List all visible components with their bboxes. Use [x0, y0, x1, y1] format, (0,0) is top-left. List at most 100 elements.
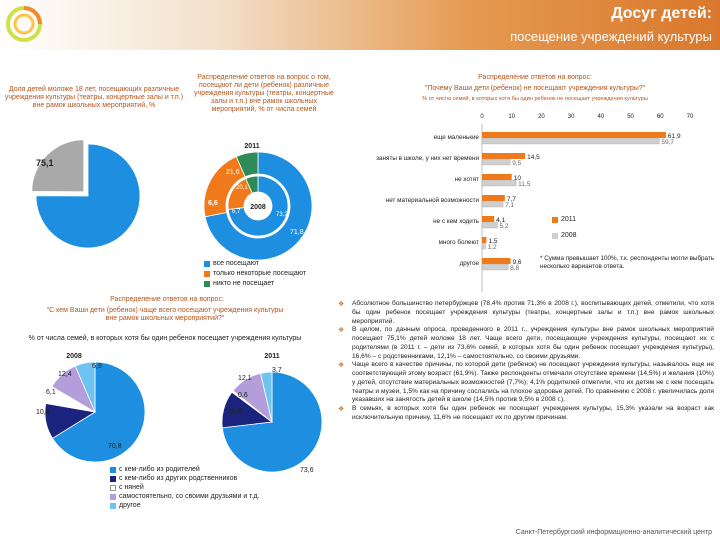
pie-title: 2008: [66, 353, 82, 360]
bar-data-label: 9,6: [513, 259, 522, 266]
bottom-legend-item: с кем-либо из родителей: [110, 466, 200, 473]
donut-legend-item: только некоторые посещают: [204, 270, 306, 277]
bar-2011: [482, 237, 487, 243]
chart-footnote: * Сумма превышает 100%, т.к. респонденты…: [540, 255, 715, 270]
bar-2008: [481, 200, 504, 208]
legend-swatch-icon: [552, 216, 558, 223]
bar-data-label: 61,9: [668, 133, 681, 140]
bar-2011: [482, 132, 666, 138]
bar-category-label: нет материальной возможности: [386, 196, 480, 204]
bar-2011: [482, 153, 526, 159]
legend-swatch-icon: [110, 493, 116, 500]
legend-swatch-icon: [110, 475, 116, 482]
bar-2011: [482, 174, 512, 180]
bar-axis-tick: 30: [568, 114, 575, 120]
pie-data-label: 10,6: [228, 408, 242, 415]
legend-swatch-icon: [204, 280, 210, 287]
pie-slice: [74, 361, 96, 413]
pie-data-label: 6,1: [46, 389, 56, 396]
pie-slice: [260, 371, 273, 423]
pie-data-label: 10,8: [36, 409, 50, 416]
pie-data-label: 3,7: [272, 367, 282, 374]
bar-axis-tick: 70: [687, 114, 694, 120]
bottom-legend-item: самостоятельно, со своими друзьями и т.д…: [110, 493, 260, 500]
bar-axis-tick: 40: [598, 114, 605, 120]
bar-data-label: 10: [514, 175, 522, 182]
page-subtitle: посещение учреждений культуры: [510, 29, 712, 44]
bar-caption-line3: % от числа семей, в которых хотя бы один…: [422, 96, 648, 102]
bar-category-label: другое: [460, 260, 480, 267]
bar-data-label: 1,2: [488, 244, 497, 251]
bar-data-label: 14,5: [527, 154, 540, 161]
footer-credit: Санкт-Петербургский информационно-аналит…: [515, 529, 712, 536]
pie-slice: [35, 143, 141, 249]
header-band: Досуг детей: посещение учреждений культу…: [0, 0, 720, 50]
summary-text: Абсолютное большинство петербуржцев (78,…: [338, 300, 714, 423]
bar-2008: [481, 263, 509, 271]
bottom-caption-line2: "С кем Ваши дети (ребенок) чаще всего по…: [46, 307, 284, 323]
bar-caption-line2: "Почему Ваши дети (ребенок) не посещают …: [424, 85, 646, 92]
bar-2008: [481, 221, 498, 229]
left-chart-caption: Доля детей моложе 18 лет, посещающих раз…: [4, 86, 184, 110]
donut-data-label: 6,7: [232, 209, 241, 215]
donut-inner-slice: [227, 175, 289, 237]
bar-data-label: 1,5: [488, 238, 497, 245]
legend-swatch-icon: [204, 270, 210, 277]
bar-caption-line1: Распределение ответов на вопрос:: [478, 74, 592, 81]
donut-data-label: 6,6: [208, 200, 218, 207]
pie-data-label: 73,6: [300, 467, 314, 474]
bar-2008: [481, 158, 511, 166]
summary-paragraph: Абсолютное большинство петербуржцев (78,…: [338, 300, 714, 326]
bar-2011: [482, 258, 511, 264]
bottom-legend-item: другое: [110, 502, 141, 509]
donut-data-label: 20,1: [236, 185, 248, 191]
bar-2011: [482, 195, 505, 201]
donut-hole: [245, 193, 271, 219]
bar-data-label: 4,1: [496, 217, 505, 224]
donut-outer-slice: [204, 151, 313, 261]
pie-data-label: 75,1: [36, 158, 54, 168]
pie-title: 2011: [264, 353, 279, 360]
bottom-legend-item: с кем-либо из других родственников: [110, 475, 237, 482]
donut-legend-item: все посещают: [204, 260, 259, 267]
legend-swatch-icon: [552, 232, 558, 239]
bar-2011: [482, 216, 495, 222]
bar-legend-2011: 2011: [552, 216, 576, 223]
donut-data-label: 21,6: [226, 169, 240, 176]
bottom-caption-line1: Распределение ответов на вопрос:: [110, 296, 224, 303]
bottom-caption-line3: % от числа семей, в которых хотя бы один…: [28, 335, 302, 342]
bar-legend-2008: 2008: [552, 232, 577, 239]
bar-2008: [481, 242, 486, 250]
legend-swatch-icon: [110, 466, 116, 473]
legend-swatch-icon: [110, 484, 116, 491]
bar-category-label: еще маленькие: [434, 134, 480, 141]
page-title: Досуг детей:: [611, 5, 712, 22]
donut-data-label: 71,8: [290, 229, 304, 236]
donut-chart-caption: Распределение ответов на вопрос о том, п…: [194, 74, 334, 114]
bar-data-label: 9,5: [512, 160, 521, 167]
pie-data-label: 12,4: [58, 371, 72, 378]
bar-2008: [481, 137, 660, 145]
bar-axis-tick: 0: [480, 114, 484, 120]
pie-data-label: 6,9: [92, 363, 102, 370]
bar-category-label: заняты в школе, у них нет времени: [376, 155, 479, 162]
summary-paragraph: В семьях, в которых хотя бы один ребенок…: [338, 405, 714, 423]
bar-axis-tick: 10: [508, 114, 515, 120]
bar-category-label: не хотят: [455, 176, 479, 183]
pie-slice: [31, 139, 85, 193]
bar-data-label: 5,2: [499, 223, 508, 230]
bar-axis-tick: 60: [657, 114, 664, 120]
bar-data-label: 7,7: [507, 196, 516, 203]
logo-icon: [6, 6, 42, 42]
donut-outer-slice: [235, 151, 259, 178]
summary-paragraph: В целом, по данным опроса, проведенного …: [338, 326, 714, 361]
pie-data-label: 0,6: [238, 392, 248, 399]
bottom-legend-item: с няней: [110, 484, 144, 491]
pie-data-label: 12,1: [238, 375, 252, 382]
bar-data-label: 7,1: [505, 202, 514, 209]
legend-swatch-icon: [204, 260, 210, 267]
donut-inner-slice: [245, 175, 259, 194]
pie-slice: [51, 361, 146, 463]
donut-year-label: 2011: [244, 143, 259, 150]
